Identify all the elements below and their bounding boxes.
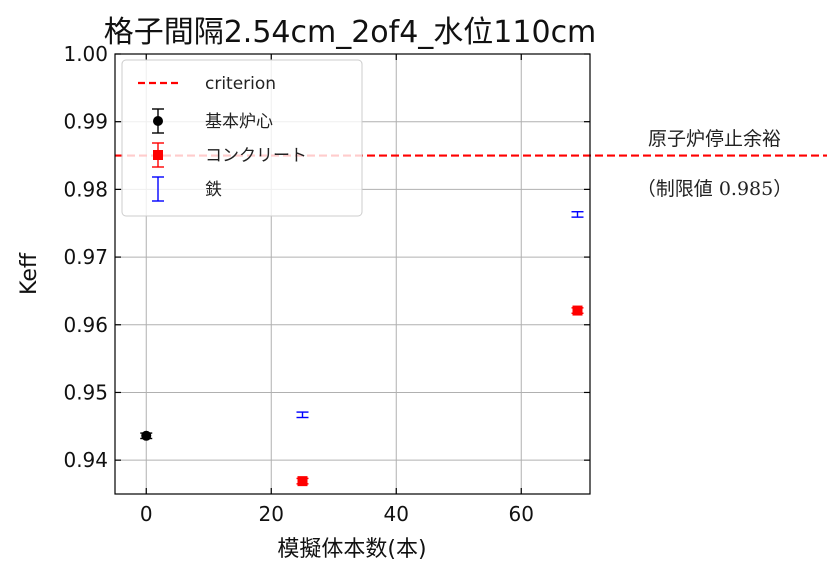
legend-criterion-label: criterion: [205, 74, 276, 94]
marker-s0-p0: [141, 430, 152, 441]
legend-series-2-label: 鉄: [205, 180, 222, 200]
data-point-s2-p1: [571, 211, 584, 218]
y-tick-label-0: 0.94: [63, 448, 108, 472]
marker-s1-p1: [572, 305, 583, 316]
annotation-line-1: 原子炉停止余裕: [647, 128, 781, 150]
legend-series-1-swatch: [152, 142, 164, 168]
x-tick-label-0: 0: [140, 502, 153, 526]
legend: criterion 基本炉心 コンクリート 鉄: [121, 59, 363, 217]
legend-box: [121, 59, 363, 217]
x-axis-label: 模擬体本数(本): [277, 537, 426, 562]
y-tick-label-2: 0.96: [63, 313, 108, 337]
y-tick-label-3: 0.97: [63, 245, 108, 269]
data-point-s1-p0: [296, 476, 309, 487]
data-point-s1-p1: [571, 305, 584, 316]
x-tick-label-3: 60: [509, 502, 534, 526]
axis-ticks: 0 20 40 60 0.94 0.95 0.96 0.97 0.98 0.99 1.00: [63, 42, 590, 526]
data-point-s2-p0: [296, 411, 309, 419]
y-tick-label-4: 0.98: [63, 177, 108, 201]
marker-s1-p0: [297, 476, 308, 487]
chart-title: 格子間隔2.54cm_2of4_水位110cm: [104, 15, 597, 50]
y-tick-label-5: 0.99: [63, 110, 108, 134]
plot-frame: [114, 53, 591, 495]
annotation-line-2: （制限値 0.985）: [636, 178, 793, 200]
data-points: [140, 211, 584, 487]
legend-series-0-label: 基本炉心: [205, 112, 273, 132]
y-tick-label-1: 0.95: [63, 380, 108, 404]
legend-series-2-swatch: [152, 176, 164, 202]
y-axis-label: Keff: [17, 252, 42, 295]
data-point-s0-p0: [140, 430, 153, 441]
x-tick-label-2: 40: [384, 502, 409, 526]
x-tick-label-1: 20: [259, 502, 284, 526]
legend-series-1-label: コンクリート: [205, 146, 307, 166]
y-tick-label-6: 1.00: [63, 42, 108, 66]
legend-series-0-swatch: [152, 108, 164, 134]
